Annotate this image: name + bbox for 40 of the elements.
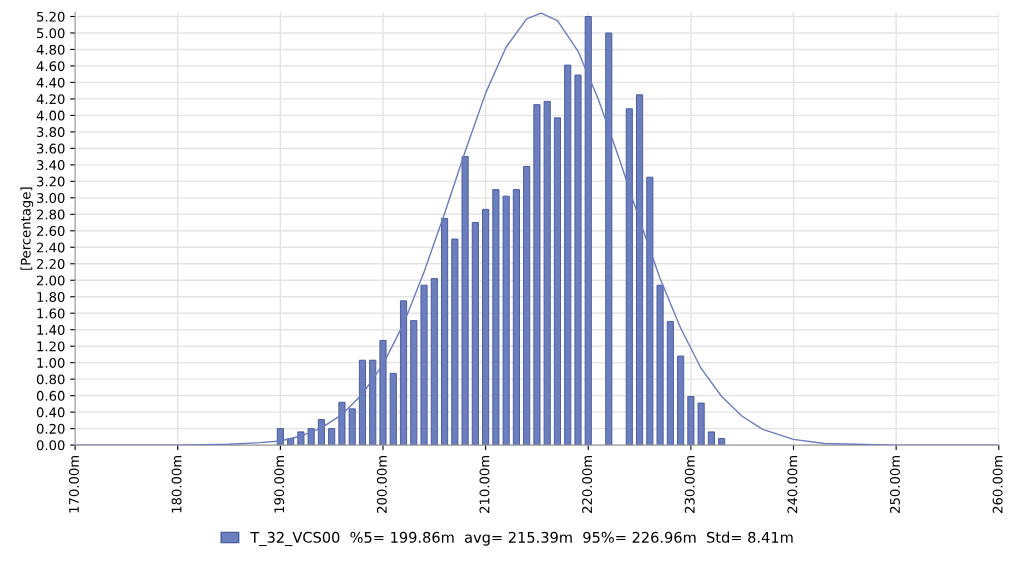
y-tick-label: 0.40 bbox=[36, 407, 65, 418]
line-series bbox=[75, 12, 999, 446]
y-tick-label: 0.60 bbox=[36, 390, 65, 401]
legend-label: T_32_VCS00 %5= 199.86m avg= 215.39m 95%= 226.96m Std= 8.41m bbox=[250, 531, 793, 547]
y-tick-label: 3.60 bbox=[37, 143, 65, 154]
y-tick-label: 2.40 bbox=[36, 242, 65, 253]
y-tick-label: 0.20 bbox=[36, 423, 65, 434]
y-tick-label: 4.80 bbox=[36, 44, 65, 55]
x-tick-label: 200.00m bbox=[376, 455, 387, 513]
y-tick-label: 4.00 bbox=[36, 110, 65, 121]
x-tick-label: 210.00m bbox=[479, 455, 490, 513]
y-tick-label: 0.00 bbox=[36, 440, 65, 451]
y-tick-label: 3.40 bbox=[37, 160, 65, 171]
x-tick-label: 190.00m bbox=[274, 455, 285, 513]
y-tick-label: 5.20 bbox=[37, 11, 65, 22]
x-tick-label: 260.00m bbox=[992, 455, 1003, 513]
x-tick-label: 220.00m bbox=[582, 455, 593, 513]
x-tick-label: 230.00m bbox=[684, 455, 695, 513]
y-tick-label: 3.80 bbox=[37, 127, 65, 138]
x-tick-label: 180.00m bbox=[171, 455, 182, 513]
y-tick-label: 1.60 bbox=[37, 308, 65, 319]
y-tick-label: 0.80 bbox=[36, 374, 65, 385]
y-tick-label: 5.00 bbox=[37, 28, 65, 39]
y-tick-label: 4.60 bbox=[36, 61, 65, 72]
y-axis-title: [Percentage] bbox=[20, 187, 34, 270]
y-tick-label: 4.20 bbox=[36, 94, 65, 105]
y-tick-label: 3.20 bbox=[37, 176, 65, 187]
y-tick-label: 3.00 bbox=[37, 193, 65, 204]
y-tick-label: 4.40 bbox=[36, 77, 65, 88]
y-tick-label: 2.20 bbox=[36, 258, 65, 269]
x-tick-label: 170.00m bbox=[68, 455, 79, 513]
x-tick-label: 250.00m bbox=[889, 455, 900, 513]
y-tick-label: 2.80 bbox=[36, 209, 65, 220]
y-tick-label: 1.00 bbox=[37, 357, 65, 368]
y-tick-label: 1.80 bbox=[37, 291, 65, 302]
x-tick-label: 240.00m bbox=[787, 455, 798, 513]
y-tick-label: 2.60 bbox=[36, 226, 65, 236]
y-tick-label: 1.40 bbox=[37, 324, 65, 335]
y-tick-label: 1.20 bbox=[37, 341, 65, 352]
y-tick-label: 2.00 bbox=[36, 275, 65, 286]
